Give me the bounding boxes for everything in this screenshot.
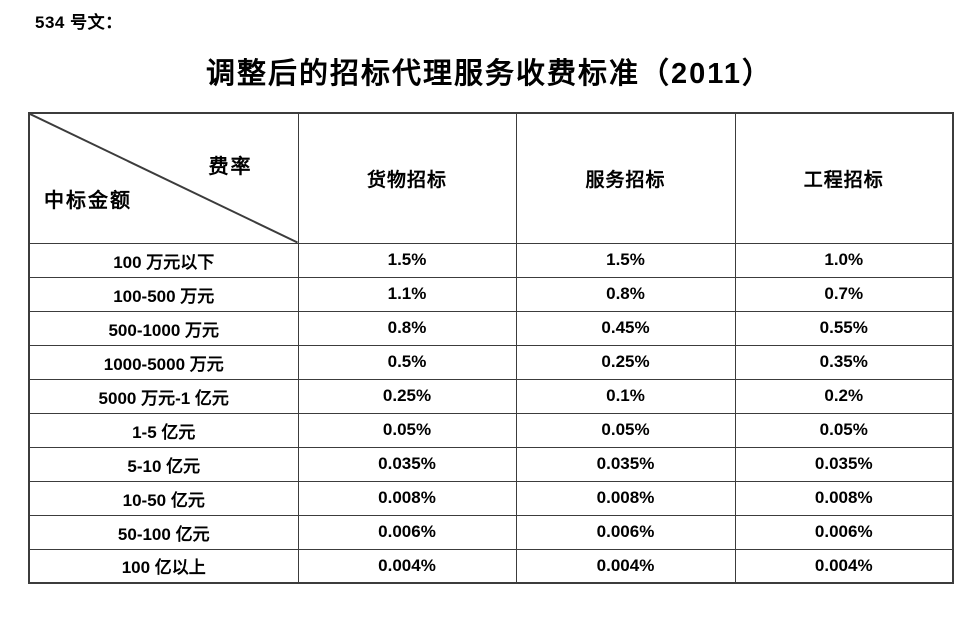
amount-cell: 1000-5000 万元 xyxy=(28,344,299,380)
corner-label-rate: 费率 xyxy=(208,156,253,178)
service-rate-cell: 0.035% xyxy=(515,446,736,482)
corner-label-amount: 中标金额 xyxy=(44,190,132,212)
service-rate-cell: 0.05% xyxy=(515,412,736,448)
engineering-rate-cell: 0.008% xyxy=(734,480,954,516)
service-rate-cell: 0.008% xyxy=(515,480,736,516)
goods-rate-cell: 1.1% xyxy=(297,276,517,312)
goods-rate-cell: 0.035% xyxy=(297,446,517,482)
doc-number-label: 534 号文： xyxy=(35,13,123,32)
engineering-rate-cell: 0.35% xyxy=(734,344,954,380)
service-rate-cell: 0.8% xyxy=(515,276,736,312)
amount-cell: 5-10 亿元 xyxy=(28,446,299,482)
service-rate-cell: 0.25% xyxy=(515,344,736,380)
engineering-rate-cell: 0.7% xyxy=(734,276,954,312)
amount-cell: 100-500 万元 xyxy=(28,276,299,312)
table-row: 100-500 万元 1.1% 0.8% 0.7% xyxy=(28,276,954,312)
goods-rate-cell: 0.004% xyxy=(297,548,517,584)
engineering-rate-cell: 0.006% xyxy=(734,514,954,550)
service-rate-cell: 0.006% xyxy=(515,514,736,550)
column-header-goods: 货物招标 xyxy=(297,112,517,244)
amount-cell: 500-1000 万元 xyxy=(28,310,299,346)
goods-rate-cell: 1.5% xyxy=(297,242,517,278)
goods-rate-cell: 0.008% xyxy=(297,480,517,516)
table-row: 50-100 亿元 0.006% 0.006% 0.006% xyxy=(28,514,954,550)
table-row: 1000-5000 万元 0.5% 0.25% 0.35% xyxy=(28,344,954,380)
engineering-rate-cell: 0.2% xyxy=(734,378,954,414)
diagonal-line xyxy=(30,114,297,242)
table-row: 10-50 亿元 0.008% 0.008% 0.008% xyxy=(28,480,954,516)
column-header-service: 服务招标 xyxy=(515,112,736,244)
goods-rate-cell: 0.006% xyxy=(297,514,517,550)
goods-rate-cell: 0.8% xyxy=(297,310,517,346)
table-row: 500-1000 万元 0.8% 0.45% 0.55% xyxy=(28,310,954,346)
table-row: 100 亿以上 0.004% 0.004% 0.004% xyxy=(28,548,954,584)
amount-cell: 10-50 亿元 xyxy=(28,480,299,516)
fee-table: 费率 中标金额 货物招标 服务招标 工程招标 100 万元以下 1.5% 1.5… xyxy=(28,112,954,584)
service-rate-cell: 1.5% xyxy=(515,242,736,278)
column-header-engineering: 工程招标 xyxy=(734,112,954,244)
service-rate-cell: 0.1% xyxy=(515,378,736,414)
engineering-rate-cell: 0.035% xyxy=(734,446,954,482)
table-row: 100 万元以下 1.5% 1.5% 1.0% xyxy=(28,242,954,278)
header-row: 费率 中标金额 货物招标 服务招标 工程招标 xyxy=(28,112,954,244)
table-row: 5-10 亿元 0.035% 0.035% 0.035% xyxy=(28,446,954,482)
table-row: 5000 万元-1 亿元 0.25% 0.1% 0.2% xyxy=(28,378,954,414)
table-row: 1-5 亿元 0.05% 0.05% 0.05% xyxy=(28,412,954,448)
goods-rate-cell: 0.5% xyxy=(297,344,517,380)
diagonal-header-cell: 费率 中标金额 xyxy=(28,112,299,244)
service-rate-cell: 0.004% xyxy=(515,548,736,584)
engineering-rate-cell: 1.0% xyxy=(734,242,954,278)
goods-rate-cell: 0.05% xyxy=(297,412,517,448)
service-rate-cell: 0.45% xyxy=(515,310,736,346)
engineering-rate-cell: 0.05% xyxy=(734,412,954,448)
amount-cell: 100 万元以下 xyxy=(28,242,299,278)
page-title: 调整后的招标代理服务收费标准（2011） xyxy=(206,58,773,90)
goods-rate-cell: 0.25% xyxy=(297,378,517,414)
amount-cell: 5000 万元-1 亿元 xyxy=(28,378,299,414)
engineering-rate-cell: 0.004% xyxy=(734,548,954,584)
amount-cell: 100 亿以上 xyxy=(28,548,299,584)
amount-cell: 1-5 亿元 xyxy=(28,412,299,448)
engineering-rate-cell: 0.55% xyxy=(734,310,954,346)
amount-cell: 50-100 亿元 xyxy=(28,514,299,550)
